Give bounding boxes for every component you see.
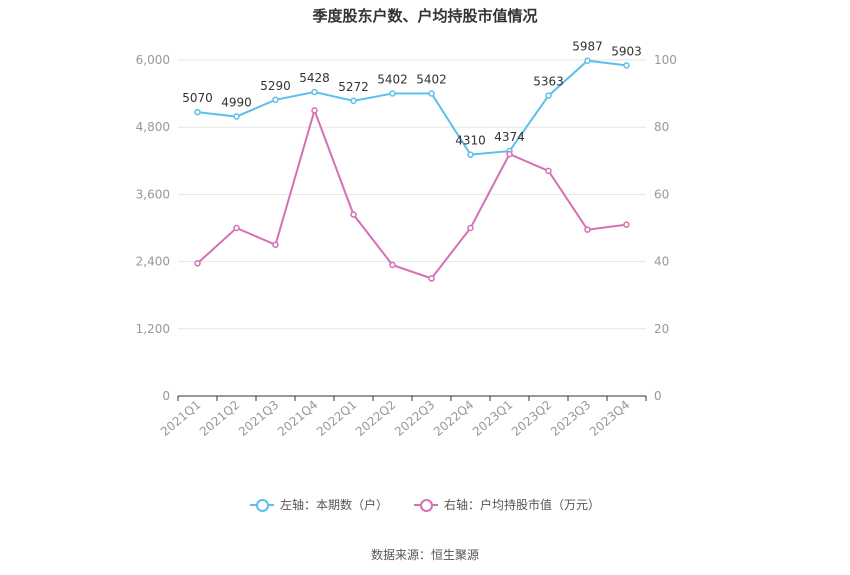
x-axis-tick-label: 2022Q1 xyxy=(314,398,359,439)
legend-label-right: 右轴：户均持股市值（万元） xyxy=(444,498,601,512)
data-label: 5070 xyxy=(182,91,213,105)
series-point-left[interactable] xyxy=(350,97,357,105)
series-point-left[interactable] xyxy=(389,90,396,97)
data-label: 5290 xyxy=(260,79,291,93)
series-line-right xyxy=(196,107,627,280)
series-point-right[interactable] xyxy=(506,150,513,158)
series-point-right[interactable] xyxy=(428,275,435,282)
series-point-right[interactable] xyxy=(584,226,591,233)
left-axis-tick-label: 2,400 xyxy=(136,255,170,269)
source-note: 数据来源：恒生聚源 xyxy=(370,548,479,562)
data-label: 5903 xyxy=(611,44,642,58)
series-point-right[interactable] xyxy=(194,260,201,267)
series-point-left[interactable] xyxy=(584,57,591,64)
series-point-left[interactable] xyxy=(272,96,279,104)
x-axis-tick-label: 2022Q4 xyxy=(431,398,476,439)
data-label: 4310 xyxy=(455,134,486,148)
legend-item-left[interactable]: 左轴：本期数（户） xyxy=(249,496,388,513)
legend-label-left: 左轴：本期数（户） xyxy=(279,498,388,512)
left-axis-tick-label: 3,600 xyxy=(136,187,170,201)
x-axis-tick-label: 2021Q2 xyxy=(197,398,242,439)
x-axis-tick-label: 2023Q4 xyxy=(587,398,632,439)
x-axis-tick-label: 2022Q2 xyxy=(353,398,398,439)
x-axis-tick-label: 2022Q3 xyxy=(392,398,437,439)
series-point-left[interactable] xyxy=(545,92,552,99)
right-axis-tick-label: 20 xyxy=(654,322,669,336)
series-point-right[interactable] xyxy=(311,107,318,114)
series-point-right[interactable] xyxy=(467,224,474,232)
right-axis-tick-label: 80 xyxy=(654,120,669,134)
legend-item-right[interactable]: 右轴：户均持股市值（万元） xyxy=(414,496,600,513)
right-axis-tick-label: 0 xyxy=(654,389,662,403)
data-label: 5987 xyxy=(572,40,603,54)
label-layer: 5070 4990 5290 5428 5272 5402 5402 4310 4374 5363… xyxy=(182,40,642,148)
series-point-left[interactable] xyxy=(623,62,630,69)
series-point-right[interactable] xyxy=(545,167,552,175)
series-point-right[interactable] xyxy=(389,261,396,269)
left-axis-tick-label: 1,200 xyxy=(136,322,170,336)
chart-title: 季度股东户数、户均持股市值情况 xyxy=(312,7,538,25)
data-label: 4990 xyxy=(221,96,252,110)
series-point-left[interactable] xyxy=(233,113,240,120)
right-axis-tick-label: 100 xyxy=(654,53,677,67)
series-point-right[interactable] xyxy=(623,221,630,228)
data-label: 5402 xyxy=(416,72,447,86)
legend: 左轴：本期数（户） 右轴：户均持股市值（万元） xyxy=(0,496,850,513)
x-axis-tick-label: 2021Q1 xyxy=(158,398,203,439)
x-axis-tick-label: 2023Q1 xyxy=(470,398,515,439)
series-point-left[interactable] xyxy=(467,151,474,158)
series-point-left[interactable] xyxy=(194,108,201,116)
series-point-left[interactable] xyxy=(311,88,318,96)
left-axis-tick-label: 0 xyxy=(162,389,170,403)
series-point-right[interactable] xyxy=(272,241,279,249)
legend-swatch-right-icon xyxy=(414,498,438,512)
x-axis-tick-label: 2023Q3 xyxy=(548,398,593,439)
data-label: 5402 xyxy=(377,72,408,86)
data-label: 5272 xyxy=(338,80,369,94)
data-label: 5428 xyxy=(299,71,330,85)
right-axis-tick-label: 40 xyxy=(654,255,669,269)
series-point-left[interactable] xyxy=(428,90,435,97)
left-axis-tick-label: 6,000 xyxy=(136,53,170,67)
series-point-right[interactable] xyxy=(350,211,357,218)
grid-layer xyxy=(178,59,646,330)
legend-swatch-left-icon xyxy=(249,498,274,512)
x-axis-tick-label: 2023Q2 xyxy=(509,398,554,439)
data-label: 4374 xyxy=(494,130,525,144)
x-axis-tick-label: 2021Q4 xyxy=(275,398,320,439)
right-axis-tick-label: 60 xyxy=(654,187,669,201)
series-point-right[interactable] xyxy=(233,224,240,232)
x-axis-tick-label: 2021Q3 xyxy=(236,398,281,439)
data-label: 5363 xyxy=(533,75,564,89)
series-line-left xyxy=(197,59,627,156)
series-layer xyxy=(194,57,630,282)
left-axis-tick-label: 4,800 xyxy=(136,120,170,134)
